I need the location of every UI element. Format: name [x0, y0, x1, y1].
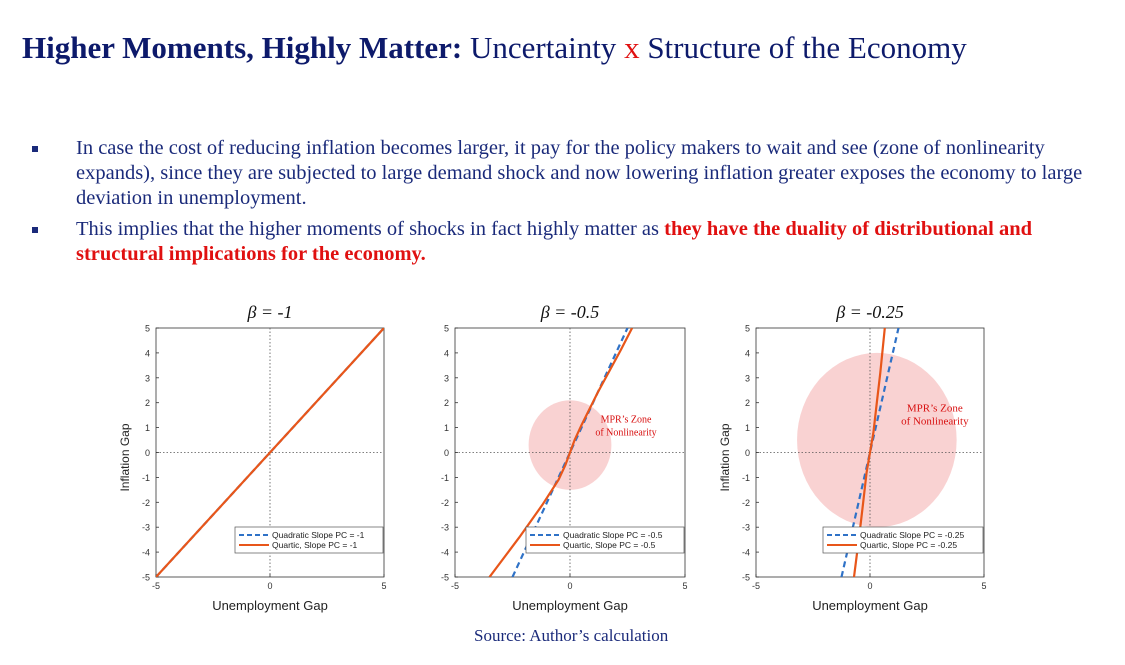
y-tick-label: -1	[441, 473, 449, 483]
y-tick-label: 1	[145, 423, 150, 433]
source-note: Source: Author’s calculation	[474, 626, 669, 645]
x-tick-label: 0	[267, 581, 272, 591]
y-tick-label: -4	[142, 548, 150, 558]
x-tick-label: 0	[567, 581, 572, 591]
x-tick-label: 0	[867, 581, 872, 591]
title-bold: Higher Moments, Highly Matter:	[22, 30, 463, 65]
zone-annotation-text: MPR’s Zone	[907, 402, 963, 414]
y-tick-label: 2	[745, 398, 750, 408]
bullet-square-icon	[32, 227, 38, 233]
x-axis-label: Unemployment Gap	[212, 598, 328, 613]
chart-panel: -5 -4 -3 -2 -1 0 1 2 3 4 5 -5 0 5 MPR’s Zone of Nonline…	[441, 302, 688, 613]
bullet-square-icon	[32, 146, 38, 152]
bullet-list: In case the cost of reducing inflation b…	[32, 136, 1092, 273]
bullet-item: In case the cost of reducing inflation b…	[32, 136, 1092, 211]
y-tick-label: 5	[145, 324, 150, 334]
y-tick-label: 4	[444, 348, 449, 358]
y-tick-label: -3	[142, 523, 150, 533]
legend-box	[525, 526, 685, 554]
bullet-text: In case the cost of reducing inflation b…	[76, 137, 1083, 209]
y-tick-label: 3	[444, 373, 449, 383]
y-tick-label: -5	[742, 573, 750, 583]
series-line-quartic	[156, 328, 384, 577]
y-tick-label: -1	[142, 473, 150, 483]
chart-panel: -5 -4 -3 -2 -1 0 1 2 3 4 5 -5 0 5 Quadratic Slope PC =…	[118, 302, 387, 613]
y-tick-label: 4	[745, 348, 750, 358]
y-tick-label: -1	[742, 473, 750, 483]
bullet-highlight: they have the duality of distributional …	[76, 218, 1033, 265]
x-tick-label: -5	[752, 581, 760, 591]
bullet-item: This implies that the higher moments of …	[32, 217, 1092, 267]
title-part1: Uncertainty	[469, 30, 617, 65]
y-tick-label: -2	[142, 498, 150, 508]
y-axis-label: Inflation Gap	[718, 423, 732, 491]
title-x: x	[624, 30, 640, 65]
legend-label: Quadratic Slope PC = -0.5	[563, 530, 663, 540]
x-tick-label: -5	[451, 581, 459, 591]
x-tick-label: -5	[152, 581, 160, 591]
y-tick-label: -2	[742, 498, 750, 508]
y-tick-label: -5	[142, 573, 150, 583]
y-tick-label: -4	[742, 548, 750, 558]
y-tick-label: 2	[444, 398, 449, 408]
legend-label: Quadratic Slope PC = -0.25	[860, 530, 964, 540]
nonlinearity-zone	[528, 400, 612, 490]
legend-box	[234, 526, 384, 554]
y-tick-label: 0	[145, 448, 150, 458]
y-tick-label: -3	[441, 523, 449, 533]
series-line-quartic	[852, 328, 886, 577]
legend-label: Quartic, Slope PC = -0.25	[860, 540, 957, 550]
y-tick-label: 2	[145, 398, 150, 408]
legend-label: Quadratic Slope PC = -1	[272, 530, 365, 540]
title-part2: Structure of the Economy	[647, 30, 967, 65]
y-tick-label: 3	[745, 373, 750, 383]
y-tick-label: 4	[145, 348, 150, 358]
y-tick-label: 1	[444, 423, 449, 433]
y-tick-label: 3	[145, 373, 150, 383]
y-tick-label: -5	[441, 573, 449, 583]
y-tick-label: 1	[745, 423, 750, 433]
legend-label: Quartic, Slope PC = -1	[272, 540, 358, 550]
bullet-text: This implies that the higher moments of …	[76, 218, 665, 240]
y-axis-label: Inflation Gap	[118, 423, 132, 491]
x-tick-label: 5	[682, 581, 687, 591]
chart-title: β = -0.5	[540, 302, 600, 322]
series-line-quartic	[488, 328, 634, 577]
y-tick-label: 0	[444, 448, 449, 458]
phillips-curve-charts: -5 -4 -3 -2 -1 0 1 2 3 4 5 -5 0 5 Quadratic Slope PC =…	[118, 302, 987, 613]
x-axis-label: Unemployment Gap	[812, 598, 928, 613]
y-tick-label: -3	[742, 523, 750, 533]
slide-title: Higher Moments, Highly Matter: Uncertain…	[22, 30, 967, 66]
y-tick-label: -2	[441, 498, 449, 508]
zone-annotation-text: of Nonlinearity	[901, 415, 969, 427]
x-tick-label: 5	[381, 581, 386, 591]
y-tick-label: 5	[444, 324, 449, 334]
y-tick-label: 5	[745, 324, 750, 334]
y-tick-label: -4	[441, 548, 449, 558]
nonlinearity-zone	[797, 352, 957, 528]
x-axis-label: Unemployment Gap	[512, 598, 628, 613]
legend-box	[822, 526, 984, 554]
zone-annotation-text: of Nonlinearity	[595, 428, 656, 439]
y-tick-label: 0	[745, 448, 750, 458]
chart-title: β = -1	[246, 302, 292, 322]
zone-annotation-text: MPR’s Zone	[601, 415, 652, 426]
legend-label: Quartic, Slope PC = -0.5	[563, 540, 656, 550]
x-tick-label: 5	[981, 581, 986, 591]
chart-title: β = -0.25	[835, 302, 904, 322]
